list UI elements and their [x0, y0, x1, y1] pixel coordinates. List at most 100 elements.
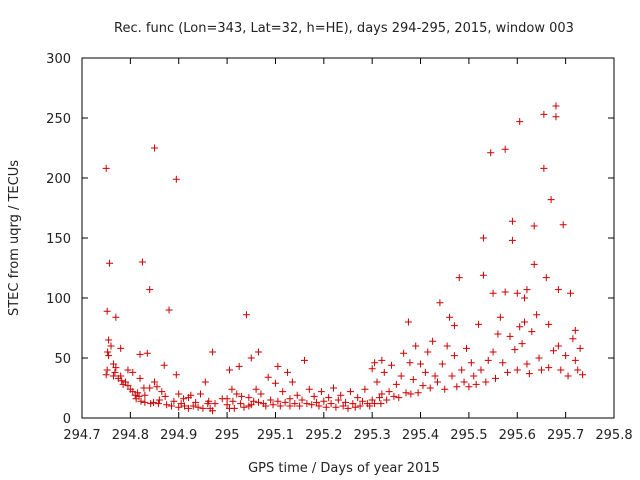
- chart-title: Rec. func (Lon=343, Lat=32, h=HE), days …: [114, 21, 574, 36]
- data-point: [228, 385, 236, 393]
- data-point: [226, 366, 234, 374]
- data-point: [383, 396, 391, 404]
- data-point: [576, 344, 584, 352]
- data-point: [419, 382, 427, 390]
- data-point: [431, 372, 439, 380]
- data-point: [252, 385, 260, 393]
- data-point: [535, 354, 543, 362]
- data-point: [320, 397, 328, 405]
- data-point: [564, 372, 572, 380]
- data-point: [574, 366, 582, 374]
- data-point: [479, 234, 487, 242]
- data-point: [378, 390, 386, 398]
- data-point: [129, 368, 137, 376]
- data-point: [402, 389, 410, 397]
- data-point: [569, 335, 577, 343]
- data-point: [530, 222, 538, 230]
- data-point: [421, 368, 429, 376]
- data-point: [554, 286, 562, 294]
- data-point: [247, 354, 255, 362]
- y-tick-label: 50: [54, 352, 71, 367]
- data-point: [460, 378, 468, 386]
- data-point: [245, 394, 253, 402]
- data-point: [346, 388, 354, 396]
- data-point: [276, 402, 284, 410]
- data-point: [109, 360, 117, 368]
- data-point: [424, 348, 432, 356]
- data-point: [105, 352, 113, 360]
- x-tick-label: 295.2: [305, 428, 342, 443]
- data-point: [286, 402, 294, 410]
- data-point: [499, 359, 507, 367]
- data-point: [392, 380, 400, 388]
- data-point: [296, 402, 304, 410]
- data-point: [492, 374, 500, 382]
- data-point: [579, 371, 587, 379]
- data-point: [308, 401, 316, 409]
- data-point: [154, 400, 162, 408]
- data-point: [542, 274, 550, 282]
- data-point: [233, 390, 241, 398]
- data-point: [513, 366, 521, 374]
- data-point: [465, 383, 473, 391]
- data-point: [378, 356, 386, 364]
- data-point: [147, 400, 155, 408]
- data-point: [552, 113, 560, 121]
- y-axis-label: STEC from uqrg / TECUs: [7, 160, 22, 316]
- y-tick-label: 150: [46, 232, 71, 247]
- data-point: [559, 221, 567, 229]
- data-point: [566, 289, 574, 297]
- data-point: [380, 368, 388, 376]
- data-point: [409, 376, 417, 384]
- data-point: [313, 398, 321, 406]
- data-point: [153, 383, 161, 391]
- x-tick-label: 295.4: [402, 428, 439, 443]
- data-point: [528, 328, 536, 336]
- data-point: [269, 401, 277, 409]
- data-point: [303, 400, 311, 408]
- data-point: [175, 390, 183, 398]
- data-point: [545, 320, 553, 328]
- x-tick-label: 294.9: [160, 428, 197, 443]
- data-point: [540, 110, 548, 118]
- data-point: [247, 401, 255, 409]
- data-point: [137, 397, 145, 405]
- data-point: [373, 378, 381, 386]
- data-point: [209, 407, 217, 415]
- data-point: [429, 337, 437, 345]
- data-point: [242, 311, 250, 319]
- data-point: [443, 342, 451, 350]
- data-point: [494, 330, 502, 338]
- data-point: [117, 344, 125, 352]
- data-point: [540, 164, 548, 172]
- data-point: [237, 400, 245, 408]
- data-point: [138, 258, 146, 266]
- data-point: [107, 342, 115, 350]
- data-point: [489, 348, 497, 356]
- data-point: [511, 346, 519, 354]
- data-point: [264, 373, 272, 381]
- data-point: [446, 313, 454, 321]
- data-point: [194, 403, 202, 411]
- data-point: [414, 389, 422, 397]
- data-point: [436, 299, 444, 307]
- data-point: [523, 360, 531, 368]
- data-point: [124, 382, 132, 390]
- data-point: [368, 365, 376, 373]
- data-point: [104, 348, 112, 356]
- data-point: [118, 377, 126, 385]
- data-point: [255, 398, 263, 406]
- data-point: [385, 388, 393, 396]
- data-point: [482, 378, 490, 386]
- data-point: [404, 318, 412, 326]
- x-tick-label: 295: [215, 428, 240, 443]
- data-point: [117, 372, 125, 380]
- data-point: [286, 395, 294, 403]
- data-point: [426, 384, 434, 392]
- y-tick-label: 0: [63, 412, 71, 427]
- data-point: [129, 388, 137, 396]
- data-point: [322, 403, 330, 411]
- data-point: [516, 323, 524, 331]
- x-tick-label: 295.1: [257, 428, 294, 443]
